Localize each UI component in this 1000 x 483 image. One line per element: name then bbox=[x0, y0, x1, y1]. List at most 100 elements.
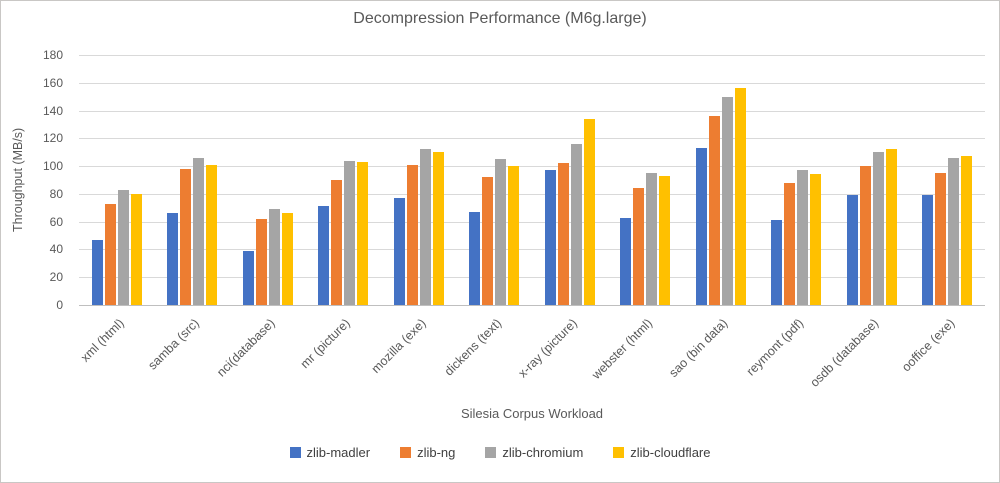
x-tick-label: reymont (pdf) bbox=[743, 316, 807, 379]
x-tick-label: webster (html) bbox=[589, 316, 656, 382]
legend-swatch-icon bbox=[485, 447, 497, 458]
x-tick-labels: xml (html) samba (src) nci(database) mr (pi… bbox=[77, 310, 985, 402]
bar-zlib-madler bbox=[695, 148, 707, 305]
y-tick-label: 180 bbox=[42, 48, 63, 62]
bar-group bbox=[306, 55, 382, 305]
bar-group bbox=[230, 55, 306, 305]
bar-zlib-cloudflare bbox=[432, 152, 444, 305]
gridline bbox=[79, 138, 985, 140]
bar-group bbox=[79, 55, 155, 305]
bar-zlib-madler bbox=[771, 220, 783, 305]
x-tick-label: osdb (database) bbox=[807, 316, 882, 390]
bar-zlib-madler bbox=[544, 170, 556, 305]
y-tick-label: 100 bbox=[42, 159, 63, 174]
x-axis-line bbox=[79, 305, 985, 306]
x-tick-label: samba (src) bbox=[145, 316, 203, 373]
bar-zlib-cloudflare bbox=[508, 166, 520, 305]
bar-group bbox=[155, 55, 231, 305]
y-tick-label: 60 bbox=[49, 214, 63, 229]
y-tick-label: 0 bbox=[56, 298, 63, 312]
x-tick-label: mr (picture) bbox=[298, 316, 354, 372]
legend-item-zlib-ng: zlib-ng bbox=[400, 445, 455, 460]
bar-zlib-madler bbox=[922, 195, 934, 305]
x-tick-label: xml (html) bbox=[77, 316, 127, 365]
bar-zlib-cloudflare bbox=[357, 161, 369, 305]
x-tick-label: mozilla (exe) bbox=[368, 316, 429, 377]
legend-item-zlib-madler: zlib-madler bbox=[289, 445, 371, 460]
bar-zlib-chromium bbox=[117, 189, 129, 305]
bar-zlib-chromium bbox=[570, 143, 582, 305]
bar-zlib-ng bbox=[406, 164, 418, 305]
plot-groups bbox=[79, 55, 985, 305]
bar-zlib-ng bbox=[255, 218, 267, 305]
legend-label: zlib-cloudflare bbox=[630, 445, 711, 460]
bar-zlib-ng bbox=[180, 168, 192, 305]
legend-label: zlib-ng bbox=[417, 445, 456, 460]
gridline bbox=[79, 82, 985, 84]
legend: zlib-madler zlib-ng zlib-chromium zlib-clou… bbox=[1, 445, 999, 460]
x-tick-label: sao (bin data) bbox=[666, 316, 731, 380]
bar-zlib-ng bbox=[935, 173, 947, 305]
bar-zlib-ng bbox=[859, 166, 871, 305]
bar-zlib-madler bbox=[393, 198, 405, 305]
bar-zlib-ng bbox=[331, 180, 343, 305]
bar-zlib-madler bbox=[469, 211, 481, 305]
bar-zlib-cloudflare bbox=[810, 174, 822, 305]
gridline bbox=[79, 166, 985, 168]
bar-zlib-cloudflare bbox=[206, 164, 218, 305]
bar-zlib-chromium bbox=[495, 159, 507, 305]
y-tick-label: 20 bbox=[49, 270, 63, 285]
bar-group bbox=[381, 55, 457, 305]
bar-zlib-ng bbox=[104, 203, 116, 305]
bar-zlib-chromium bbox=[948, 157, 960, 305]
legend-item-zlib-chromium: zlib-chromium bbox=[485, 445, 583, 460]
gridline bbox=[79, 277, 985, 279]
y-tick-label: 120 bbox=[42, 131, 63, 146]
bar-group bbox=[532, 55, 608, 305]
x-tick-label: nci(database) bbox=[214, 316, 278, 380]
bar-zlib-chromium bbox=[721, 96, 733, 305]
legend-swatch-icon bbox=[289, 447, 301, 458]
y-tick-label: 160 bbox=[42, 75, 63, 90]
bar-group bbox=[759, 55, 835, 305]
legend-item-zlib-cloudflare: zlib-cloudflare bbox=[613, 445, 710, 460]
bar-group bbox=[457, 55, 533, 305]
bar-zlib-madler bbox=[318, 206, 330, 305]
legend-swatch-icon bbox=[400, 447, 412, 458]
bar-zlib-cloudflare bbox=[961, 156, 973, 305]
bar-zlib-madler bbox=[620, 217, 632, 305]
gridline bbox=[79, 55, 985, 56]
bar-zlib-cloudflare bbox=[885, 149, 897, 305]
y-tick-label: 40 bbox=[49, 242, 63, 257]
gridline bbox=[79, 193, 985, 195]
bar-zlib-chromium bbox=[797, 170, 809, 305]
legend-label: zlib-chromium bbox=[502, 445, 584, 460]
bar-zlib-madler bbox=[91, 239, 103, 305]
bar-zlib-chromium bbox=[872, 152, 884, 305]
bar-zlib-madler bbox=[242, 250, 254, 305]
bar-zlib-cloudflare bbox=[734, 88, 746, 305]
y-tick-label: 80 bbox=[49, 186, 63, 201]
bar-zlib-madler bbox=[167, 213, 179, 305]
bar-zlib-cloudflare bbox=[130, 193, 142, 305]
bar-group bbox=[608, 55, 684, 305]
bar-zlib-cloudflare bbox=[659, 175, 671, 305]
chart-title: Decompression Performance (M6g.large) bbox=[353, 10, 647, 27]
x-axis-title: Silesia Corpus Workload bbox=[460, 406, 604, 421]
bar-zlib-chromium bbox=[419, 149, 431, 305]
y-tick-labels: 0 20 40 60 80 100 120 140 160 180 bbox=[1, 48, 69, 312]
bar-zlib-ng bbox=[482, 177, 494, 305]
gridline bbox=[79, 110, 985, 112]
gridline bbox=[79, 249, 985, 251]
bar-zlib-chromium bbox=[193, 157, 205, 305]
x-tick-label: ooffice (exe) bbox=[898, 316, 958, 375]
legend-label: zlib-madler bbox=[306, 445, 371, 460]
y-tick-label: 140 bbox=[42, 103, 63, 118]
bar-group bbox=[834, 55, 910, 305]
bar-zlib-ng bbox=[633, 188, 645, 305]
bar-group bbox=[910, 55, 986, 305]
x-tick-label: x-ray (picture) bbox=[515, 316, 580, 381]
bar-group bbox=[683, 55, 759, 305]
gridline bbox=[79, 221, 985, 223]
